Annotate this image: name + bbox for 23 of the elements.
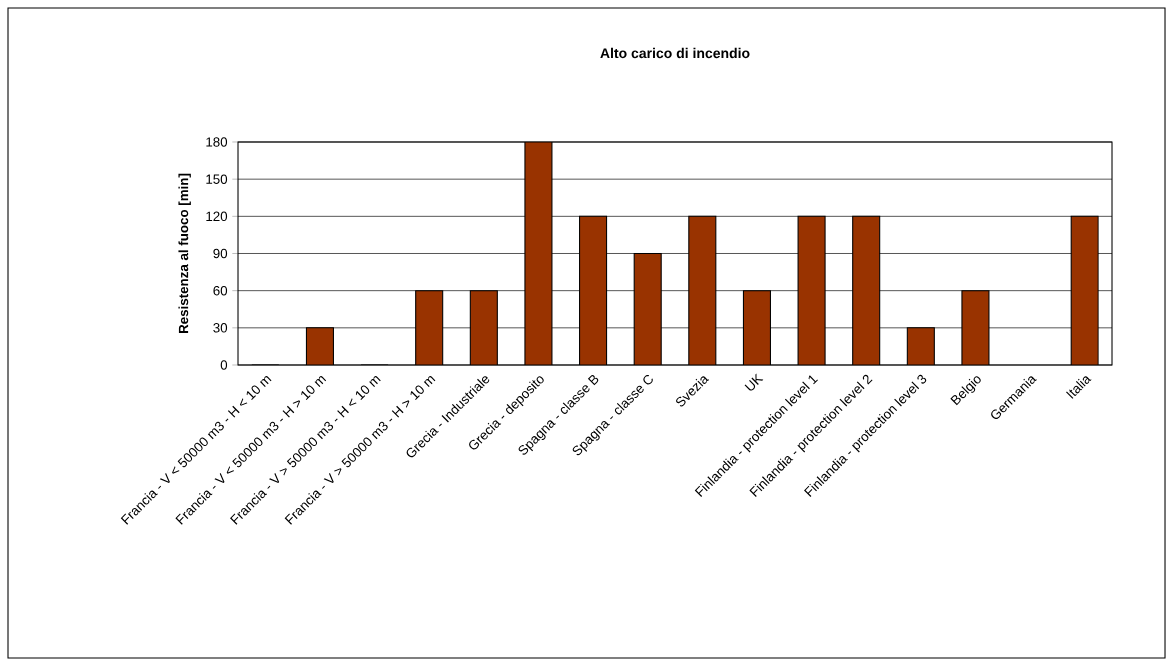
y-tick-label: 0 [220, 360, 228, 370]
bar [579, 215, 608, 365]
y-axis-title: Resistenza al fuoco [min] [178, 173, 191, 333]
x-tick-label: UK [744, 373, 764, 391]
bar [1070, 215, 1099, 365]
y-tick-label: 180 [206, 137, 228, 147]
y-tick-label: 90 [213, 248, 228, 259]
y-tick-label: 30 [213, 323, 228, 333]
bar [524, 142, 553, 365]
bar [906, 327, 935, 365]
bar [305, 327, 334, 365]
bar [852, 215, 881, 365]
bar [961, 290, 990, 365]
chart-title: Alto carico di incendio [600, 47, 750, 59]
bar [633, 252, 662, 365]
bar [797, 215, 826, 365]
bar [688, 215, 717, 365]
bar [742, 290, 771, 365]
bar [469, 290, 498, 365]
bar [415, 290, 444, 365]
y-tick-label: 120 [206, 211, 228, 222]
y-tick-label: 60 [213, 285, 228, 296]
y-tick-label: 150 [206, 174, 228, 184]
